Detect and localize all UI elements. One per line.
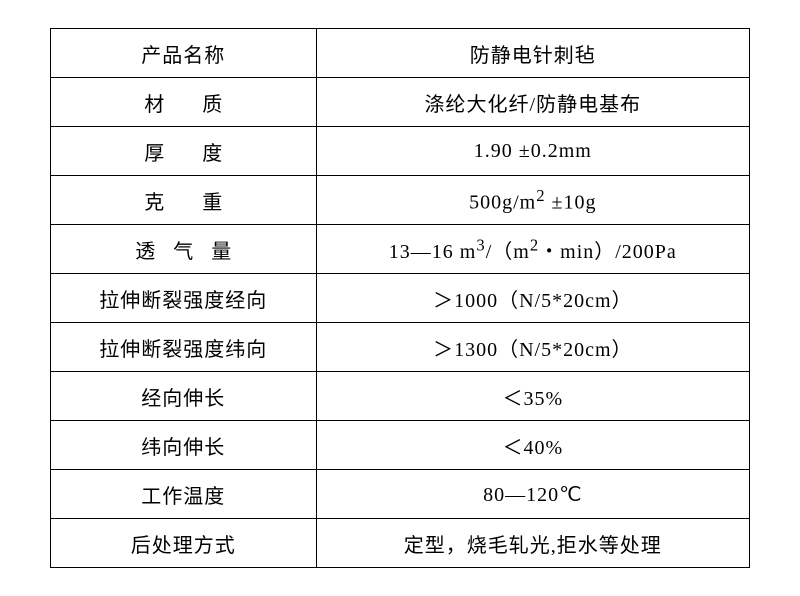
table-row: 厚度1.90 ±0.2mm: [51, 127, 750, 176]
table-row: 纬向伸长＜40%: [51, 421, 750, 470]
table-row: 拉伸断裂强度纬向＞1300（N/5*20cm）: [51, 323, 750, 372]
spec-label: 厚度: [51, 127, 317, 176]
spec-label: 后处理方式: [51, 519, 317, 568]
spec-label: 材质: [51, 78, 317, 127]
spec-value: ＜35%: [316, 372, 749, 421]
spec-label: 纬向伸长: [51, 421, 317, 470]
spec-table-container: 产品名称防静电针刺毡材质涤纶大化纤/防静电基布厚度1.90 ±0.2mm克重50…: [50, 28, 750, 568]
table-row: 透气量13—16 m3/（m2・min）/200Pa: [51, 225, 750, 274]
spec-value: 500g/m2 ±10g: [316, 176, 749, 225]
spec-value: 定型，烧毛轧光,拒水等处理: [316, 519, 749, 568]
spec-value: ＜40%: [316, 421, 749, 470]
table-row: 经向伸长＜35%: [51, 372, 750, 421]
spec-label: 拉伸断裂强度纬向: [51, 323, 317, 372]
table-row: 工作温度80—120℃: [51, 470, 750, 519]
spec-label: 拉伸断裂强度经向: [51, 274, 317, 323]
spec-value: 涤纶大化纤/防静电基布: [316, 78, 749, 127]
spec-value: 80—120℃: [316, 470, 749, 519]
spec-label: 克重: [51, 176, 317, 225]
table-row: 拉伸断裂强度经向＞1000（N/5*20cm）: [51, 274, 750, 323]
table-row: 克重500g/m2 ±10g: [51, 176, 750, 225]
spec-value: 13—16 m3/（m2・min）/200Pa: [316, 225, 749, 274]
spec-label: 产品名称: [51, 29, 317, 78]
spec-value: ＞1000（N/5*20cm）: [316, 274, 749, 323]
spec-table-body: 产品名称防静电针刺毡材质涤纶大化纤/防静电基布厚度1.90 ±0.2mm克重50…: [51, 29, 750, 568]
spec-table: 产品名称防静电针刺毡材质涤纶大化纤/防静电基布厚度1.90 ±0.2mm克重50…: [50, 28, 750, 568]
table-row: 后处理方式定型，烧毛轧光,拒水等处理: [51, 519, 750, 568]
spec-value: ＞1300（N/5*20cm）: [316, 323, 749, 372]
spec-label: 工作温度: [51, 470, 317, 519]
table-row: 材质涤纶大化纤/防静电基布: [51, 78, 750, 127]
spec-value: 防静电针刺毡: [316, 29, 749, 78]
spec-label: 透气量: [51, 225, 317, 274]
spec-value: 1.90 ±0.2mm: [316, 127, 749, 176]
spec-label: 经向伸长: [51, 372, 317, 421]
table-row: 产品名称防静电针刺毡: [51, 29, 750, 78]
